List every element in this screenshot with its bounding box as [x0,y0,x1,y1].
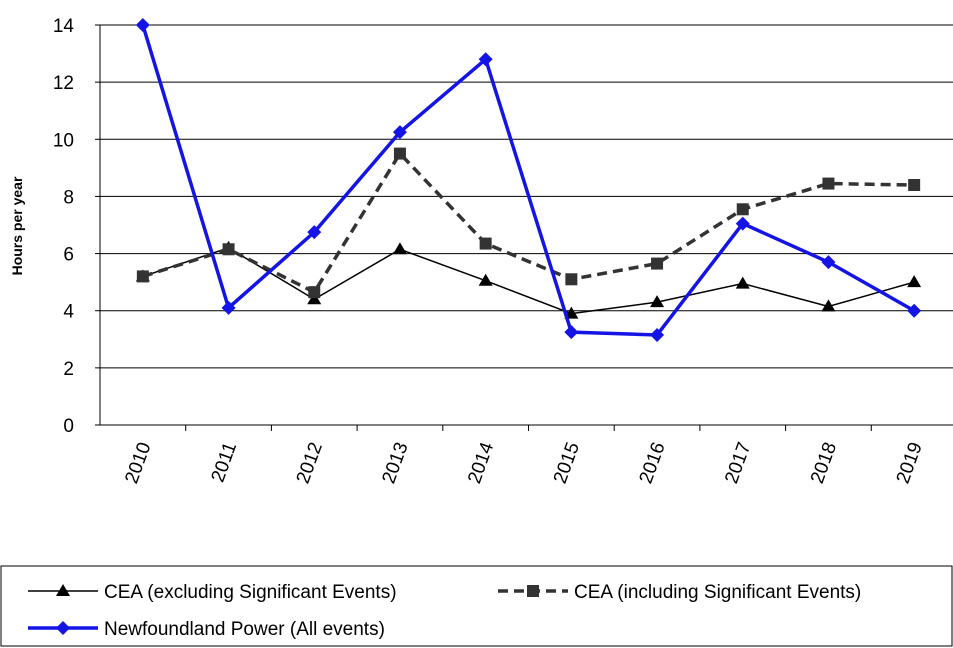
y-tick-label: 10 [53,130,74,151]
marker [221,300,236,315]
x-tick-label: 2013 [378,440,412,487]
x-tick-label: 2012 [293,440,327,487]
legend-marker [527,585,539,597]
marker [307,225,322,240]
marker [136,270,149,283]
marker [651,257,664,270]
marker [222,243,235,256]
y-tick-label: 0 [63,416,74,437]
x-tick-label: 2015 [550,440,584,487]
y-tick-label: 2 [63,359,74,380]
marker [650,295,665,308]
marker [907,275,922,288]
marker [735,216,750,231]
y-tick-label: 6 [63,245,74,266]
marker [478,52,493,67]
marker [907,303,922,318]
marker [822,177,835,190]
x-tick-label: 2018 [807,440,841,487]
marker [565,273,578,286]
marker [735,276,750,289]
series-line [142,150,915,295]
marker [821,255,836,270]
y-tick-label: 8 [63,187,74,208]
marker [478,273,493,286]
x-tick-label: 2017 [721,440,755,487]
x-tick-label: 2010 [121,440,155,487]
marker [564,325,579,340]
marker [908,179,921,191]
marker [479,237,492,250]
series-line [142,247,915,315]
legend-label: Newfoundland Power (All events) [104,619,385,640]
marker [392,125,407,140]
y-tick-label: 14 [53,16,75,37]
legend-box [0,565,953,647]
marker [308,286,321,299]
y-tick-label: 12 [53,73,74,94]
marker [135,18,150,32]
marker [392,242,407,255]
legend-marker [56,584,70,596]
marker [650,328,665,342]
marker [821,299,836,312]
x-tick-label: 2016 [636,440,670,487]
marker [736,203,749,216]
marker [393,147,406,160]
series-line [141,24,916,337]
y-tick-label: 4 [63,302,74,323]
x-tick-label: 2014 [464,439,498,486]
legend-label: CEA (excluding Significant Events) [104,582,397,603]
legend-label: CEA (including Significant Events) [574,582,861,603]
legend-marker [56,621,70,635]
marker [307,292,322,305]
x-tick-label: 2011 [208,440,242,486]
y-axis-label: Hours per year [9,176,25,275]
x-tick-label: 2019 [893,440,927,487]
